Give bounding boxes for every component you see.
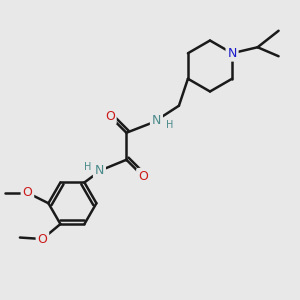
Text: O: O	[38, 232, 47, 245]
Text: O: O	[22, 186, 32, 199]
Text: N: N	[227, 47, 237, 60]
Text: N: N	[152, 114, 161, 127]
Text: O: O	[138, 170, 148, 183]
Text: N: N	[95, 164, 104, 177]
Text: O: O	[105, 110, 115, 123]
Text: H: H	[166, 120, 174, 130]
Text: H: H	[84, 162, 91, 172]
